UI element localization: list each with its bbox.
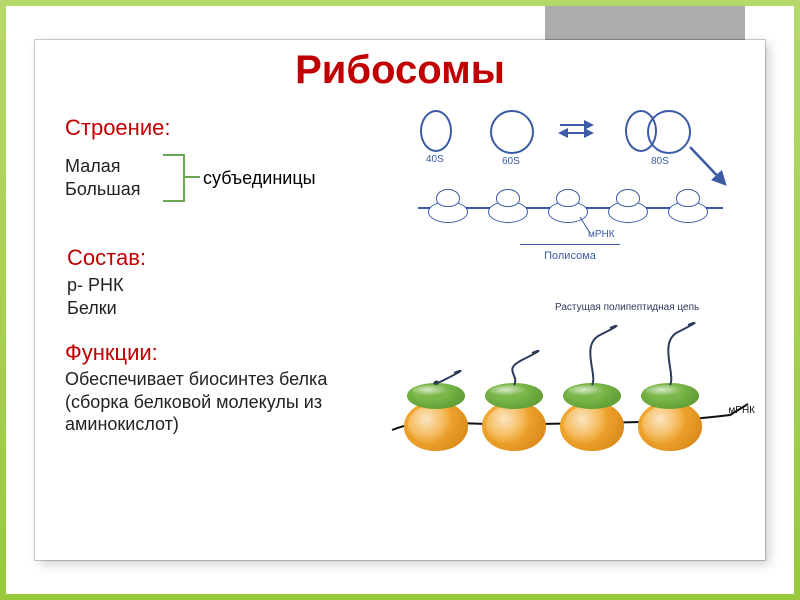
- structure-item-small: Малая: [65, 155, 141, 178]
- polysome-label: Полисома: [544, 250, 596, 262]
- mrna-top-label: мРНК: [588, 229, 615, 240]
- subunits-annotation: субъединицы: [203, 168, 316, 189]
- composition-item-rrna: р- РНК: [67, 274, 124, 297]
- structure-item-large: Большая: [65, 178, 141, 201]
- subunit-diagram: 40S 60S 80S мРНК Полисома: [400, 102, 740, 282]
- functions-heading: Функции:: [65, 340, 158, 366]
- label-80s: 80S: [651, 156, 669, 167]
- bracket-icon: [163, 154, 185, 202]
- composition-heading: Состав:: [67, 245, 146, 271]
- subunit-60s: [490, 110, 534, 154]
- peptide-chains: [390, 300, 750, 470]
- polysome-row: мРНК: [418, 177, 723, 237]
- polysome-ribosome: [668, 189, 708, 221]
- polysome-ribosome: [428, 189, 468, 221]
- composition-item-proteins: Белки: [67, 297, 124, 320]
- label-40s: 40S: [426, 154, 444, 165]
- equilibrium-arrows-icon: [558, 120, 596, 138]
- polysome-ribosome: [608, 189, 648, 221]
- bracket-stem: [185, 176, 200, 178]
- structure-list: Малая Большая: [65, 155, 141, 200]
- page-title: Рибосомы: [295, 48, 505, 93]
- subunit-40s: [420, 110, 452, 152]
- functions-text: Обеспечивает биосинтез белка (сборка бел…: [65, 368, 345, 436]
- structure-heading: Строение:: [65, 115, 170, 141]
- polysome-ribosome: [488, 189, 528, 221]
- label-60s: 60S: [502, 156, 520, 167]
- polysome-underline: [520, 244, 620, 245]
- composition-list: р- РНК Белки: [67, 274, 124, 319]
- translation-diagram: Растущая полипептидная цепь мРНК: [390, 300, 755, 495]
